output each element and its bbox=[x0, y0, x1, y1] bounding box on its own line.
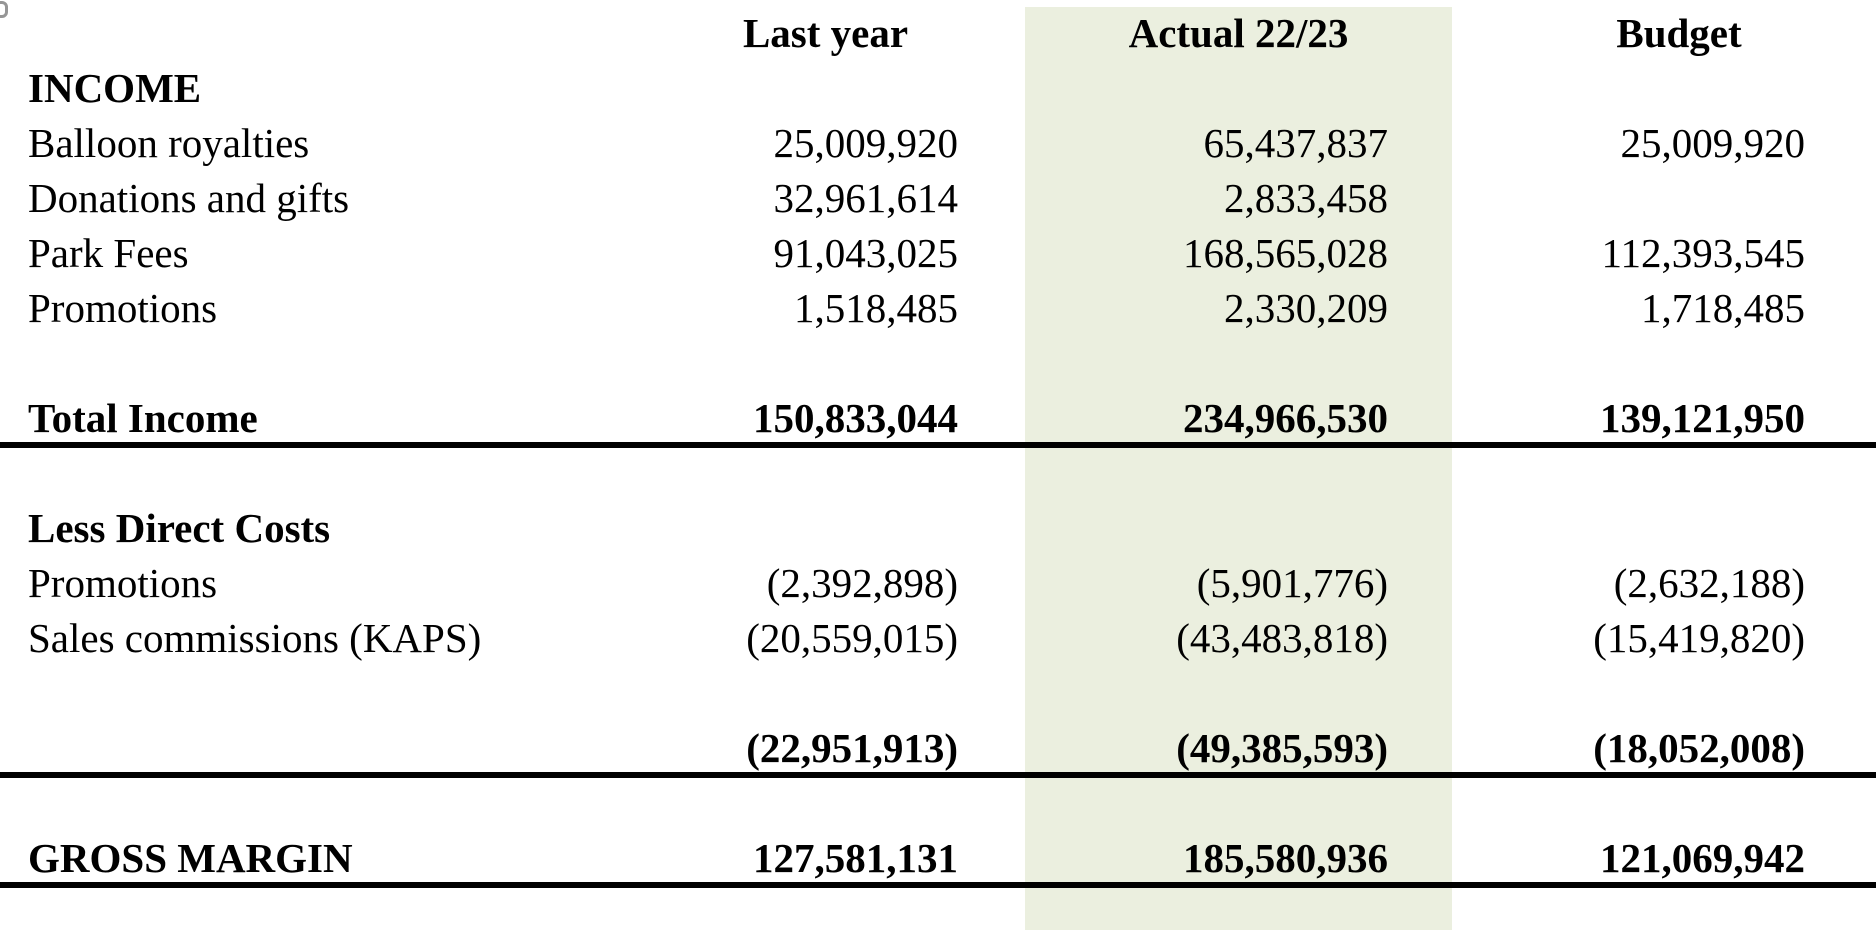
row-label: Balloon royalties bbox=[28, 120, 310, 166]
income-row-donations-and-gifts: Donations and gifts 32,961,614 2,833,458 bbox=[0, 171, 1876, 226]
row-label: Sales commissions (KAPS) bbox=[28, 615, 482, 661]
column-header-actual: Actual 22/23 bbox=[1128, 10, 1349, 56]
spacer-row bbox=[0, 886, 1876, 930]
value-last-year: 32,961,614 bbox=[773, 175, 959, 221]
value-actual: 234,966,530 bbox=[1183, 395, 1388, 441]
value-actual: 168,565,028 bbox=[1183, 230, 1388, 276]
spacer-row bbox=[0, 776, 1876, 831]
rule-under-gross-margin bbox=[0, 882, 1876, 888]
value-actual: 65,437,837 bbox=[1203, 120, 1389, 166]
spacer-row bbox=[0, 666, 1876, 721]
value-actual bbox=[1025, 501, 1452, 556]
income-statement-table: Last year Actual 22/23 Budget INCOME Bal… bbox=[0, 6, 1876, 930]
value-last-year: (22,951,913) bbox=[746, 725, 958, 771]
corner-mark-fragment bbox=[0, 1, 8, 18]
row-label: Promotions bbox=[28, 285, 218, 331]
header-spacer-cell bbox=[0, 6, 560, 61]
value-last-year bbox=[560, 501, 1025, 556]
total-direct-costs-row: (22,951,913) (49,385,593) (18,052,008) bbox=[0, 721, 1876, 776]
value-last-year: 25,009,920 bbox=[773, 120, 959, 166]
rule-under-total-income bbox=[0, 442, 1876, 448]
cost-row-sales-commissions: Sales commissions (KAPS) (20,559,015) (4… bbox=[0, 611, 1876, 666]
row-label: Total Income bbox=[28, 395, 258, 441]
value-budget: (18,052,008) bbox=[1593, 725, 1805, 771]
value-budget: 139,121,950 bbox=[1600, 395, 1805, 441]
value-actual: 185,580,936 bbox=[1183, 835, 1388, 881]
spacer-row bbox=[0, 446, 1876, 501]
value-budget: 25,009,920 bbox=[1620, 120, 1806, 166]
value-last-year: (20,559,015) bbox=[746, 615, 958, 661]
section-label: Less Direct Costs bbox=[28, 505, 331, 551]
value-last-year bbox=[560, 61, 1025, 116]
value-budget bbox=[1452, 61, 1876, 116]
row-label: GROSS MARGIN bbox=[28, 835, 353, 881]
spacer-row bbox=[0, 336, 1876, 391]
value-budget bbox=[1452, 501, 1876, 556]
value-budget: 121,069,942 bbox=[1600, 835, 1805, 881]
value-last-year: 127,581,131 bbox=[753, 835, 958, 881]
value-last-year: 1,518,485 bbox=[794, 285, 958, 331]
row-label: Donations and gifts bbox=[28, 175, 350, 221]
value-actual: (5,901,776) bbox=[1196, 560, 1388, 606]
section-header-less-direct-costs: Less Direct Costs bbox=[0, 501, 1876, 556]
value-budget: (2,632,188) bbox=[1613, 560, 1805, 606]
value-actual bbox=[1025, 61, 1452, 116]
value-last-year: (2,392,898) bbox=[766, 560, 958, 606]
value-budget: 1,718,485 bbox=[1641, 285, 1805, 331]
income-row-park-fees: Park Fees 91,043,025 168,565,028 112,393… bbox=[0, 226, 1876, 281]
value-actual: 2,330,209 bbox=[1224, 285, 1388, 331]
column-header-budget: Budget bbox=[1616, 10, 1742, 56]
column-header-last-year: Last year bbox=[742, 10, 909, 56]
income-row-promotions: Promotions 1,518,485 2,330,209 1,718,485 bbox=[0, 281, 1876, 336]
value-actual: 2,833,458 bbox=[1224, 175, 1388, 221]
value-budget: 112,393,545 bbox=[1601, 230, 1805, 276]
row-label: Park Fees bbox=[28, 230, 189, 276]
rule-under-direct-costs-total bbox=[0, 772, 1876, 778]
value-budget bbox=[1452, 171, 1876, 226]
cost-row-promotions: Promotions (2,392,898) (5,901,776) (2,63… bbox=[0, 556, 1876, 611]
header-row: Last year Actual 22/23 Budget bbox=[0, 6, 1876, 61]
value-actual: (49,385,593) bbox=[1176, 725, 1388, 771]
gross-margin-row: GROSS MARGIN 127,581,131 185,580,936 121… bbox=[0, 831, 1876, 886]
income-row-balloon-royalties: Balloon royalties 25,009,920 65,437,837 … bbox=[0, 116, 1876, 171]
total-income-row: Total Income 150,833,044 234,966,530 139… bbox=[0, 391, 1876, 446]
value-last-year: 91,043,025 bbox=[773, 230, 959, 276]
section-header-income: INCOME bbox=[0, 61, 1876, 116]
value-actual: (43,483,818) bbox=[1176, 615, 1388, 661]
row-label: Promotions bbox=[28, 560, 218, 606]
value-budget: (15,419,820) bbox=[1593, 615, 1805, 661]
section-label: INCOME bbox=[28, 65, 202, 111]
value-last-year: 150,833,044 bbox=[753, 395, 958, 441]
row-label bbox=[0, 721, 560, 776]
